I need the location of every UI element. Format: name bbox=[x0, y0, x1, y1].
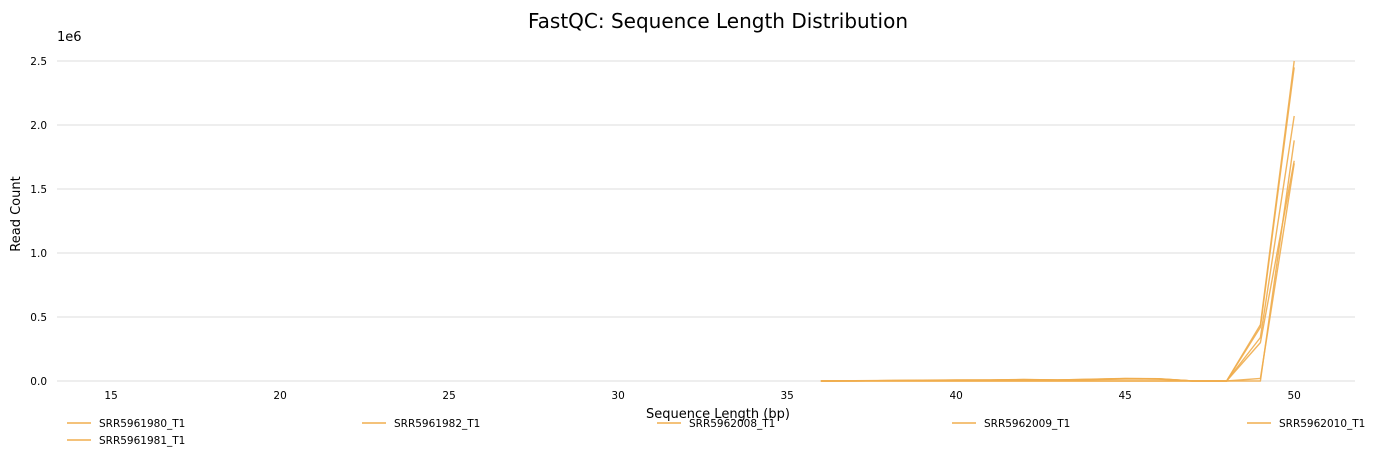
chart-title: FastQC: Sequence Length Distribution bbox=[528, 9, 908, 33]
y-tick-label: 2.0 bbox=[30, 120, 47, 132]
legend-label: SRR5962008_T1 bbox=[689, 418, 775, 430]
series-line-SRR5961981_T1[interactable] bbox=[820, 67, 1295, 382]
legend-label: SRR5961980_T1 bbox=[99, 418, 185, 430]
gridlines bbox=[57, 60, 1355, 382]
legend-item[interactable]: SRR5961980_T1 bbox=[67, 418, 185, 430]
y-tick-label: 1.0 bbox=[30, 248, 47, 260]
legend-item[interactable]: SRR5962009_T1 bbox=[952, 418, 1070, 430]
legend-label: SRR5962010_T1 bbox=[1279, 418, 1365, 430]
x-tick-label: 35 bbox=[780, 390, 793, 402]
x-axis-label: Sequence Length (bp) bbox=[646, 407, 790, 422]
series-line-SRR5962010_T1[interactable] bbox=[820, 160, 1295, 382]
x-tick-label: 25 bbox=[442, 390, 455, 402]
series-line-SRR5962008_T1[interactable] bbox=[820, 140, 1295, 382]
y-tick-label: 1.5 bbox=[30, 184, 47, 196]
series-lines bbox=[820, 60, 1295, 382]
axes: 0.0 0.5 1.0 1.5 2.0 2.5 15 20 25 30 35 40 45 50 bbox=[30, 56, 1301, 402]
legend-item[interactable]: SRR5961982_T1 bbox=[362, 418, 480, 430]
x-tick-label: 15 bbox=[104, 390, 117, 402]
legend-item[interactable]: SRR5962008_T1 bbox=[657, 418, 775, 430]
y-axis-label: Read Count bbox=[9, 176, 24, 251]
series-line-SRR5962009_T1[interactable] bbox=[820, 163, 1295, 382]
legend-label: SRR5961982_T1 bbox=[394, 418, 480, 430]
y-axis-multiplier: 1e6 bbox=[57, 30, 82, 45]
x-tick-label: 30 bbox=[611, 390, 624, 402]
y-tick-label: 0.5 bbox=[30, 312, 47, 324]
legend-item[interactable]: SRR5961981_T1 bbox=[67, 435, 185, 447]
legend-item[interactable]: SRR5962010_T1 bbox=[1247, 418, 1365, 430]
x-tick-label: 45 bbox=[1118, 390, 1131, 402]
x-tick-label: 40 bbox=[949, 390, 962, 402]
series-line-SRR5961980_T1[interactable] bbox=[820, 60, 1295, 382]
y-tick-label: 2.5 bbox=[30, 56, 47, 68]
legend-label: SRR5961981_T1 bbox=[99, 435, 185, 447]
series-line-SRR5961982_T1[interactable] bbox=[820, 115, 1295, 382]
legend-label: SRR5962009_T1 bbox=[984, 418, 1070, 430]
y-tick-label: 0.0 bbox=[30, 376, 47, 388]
legend: SRR5961980_T1 SRR5961982_T1 SRR5962008_T1 S… bbox=[67, 418, 1365, 447]
x-tick-label: 20 bbox=[273, 390, 286, 402]
x-tick-label: 50 bbox=[1287, 390, 1300, 402]
